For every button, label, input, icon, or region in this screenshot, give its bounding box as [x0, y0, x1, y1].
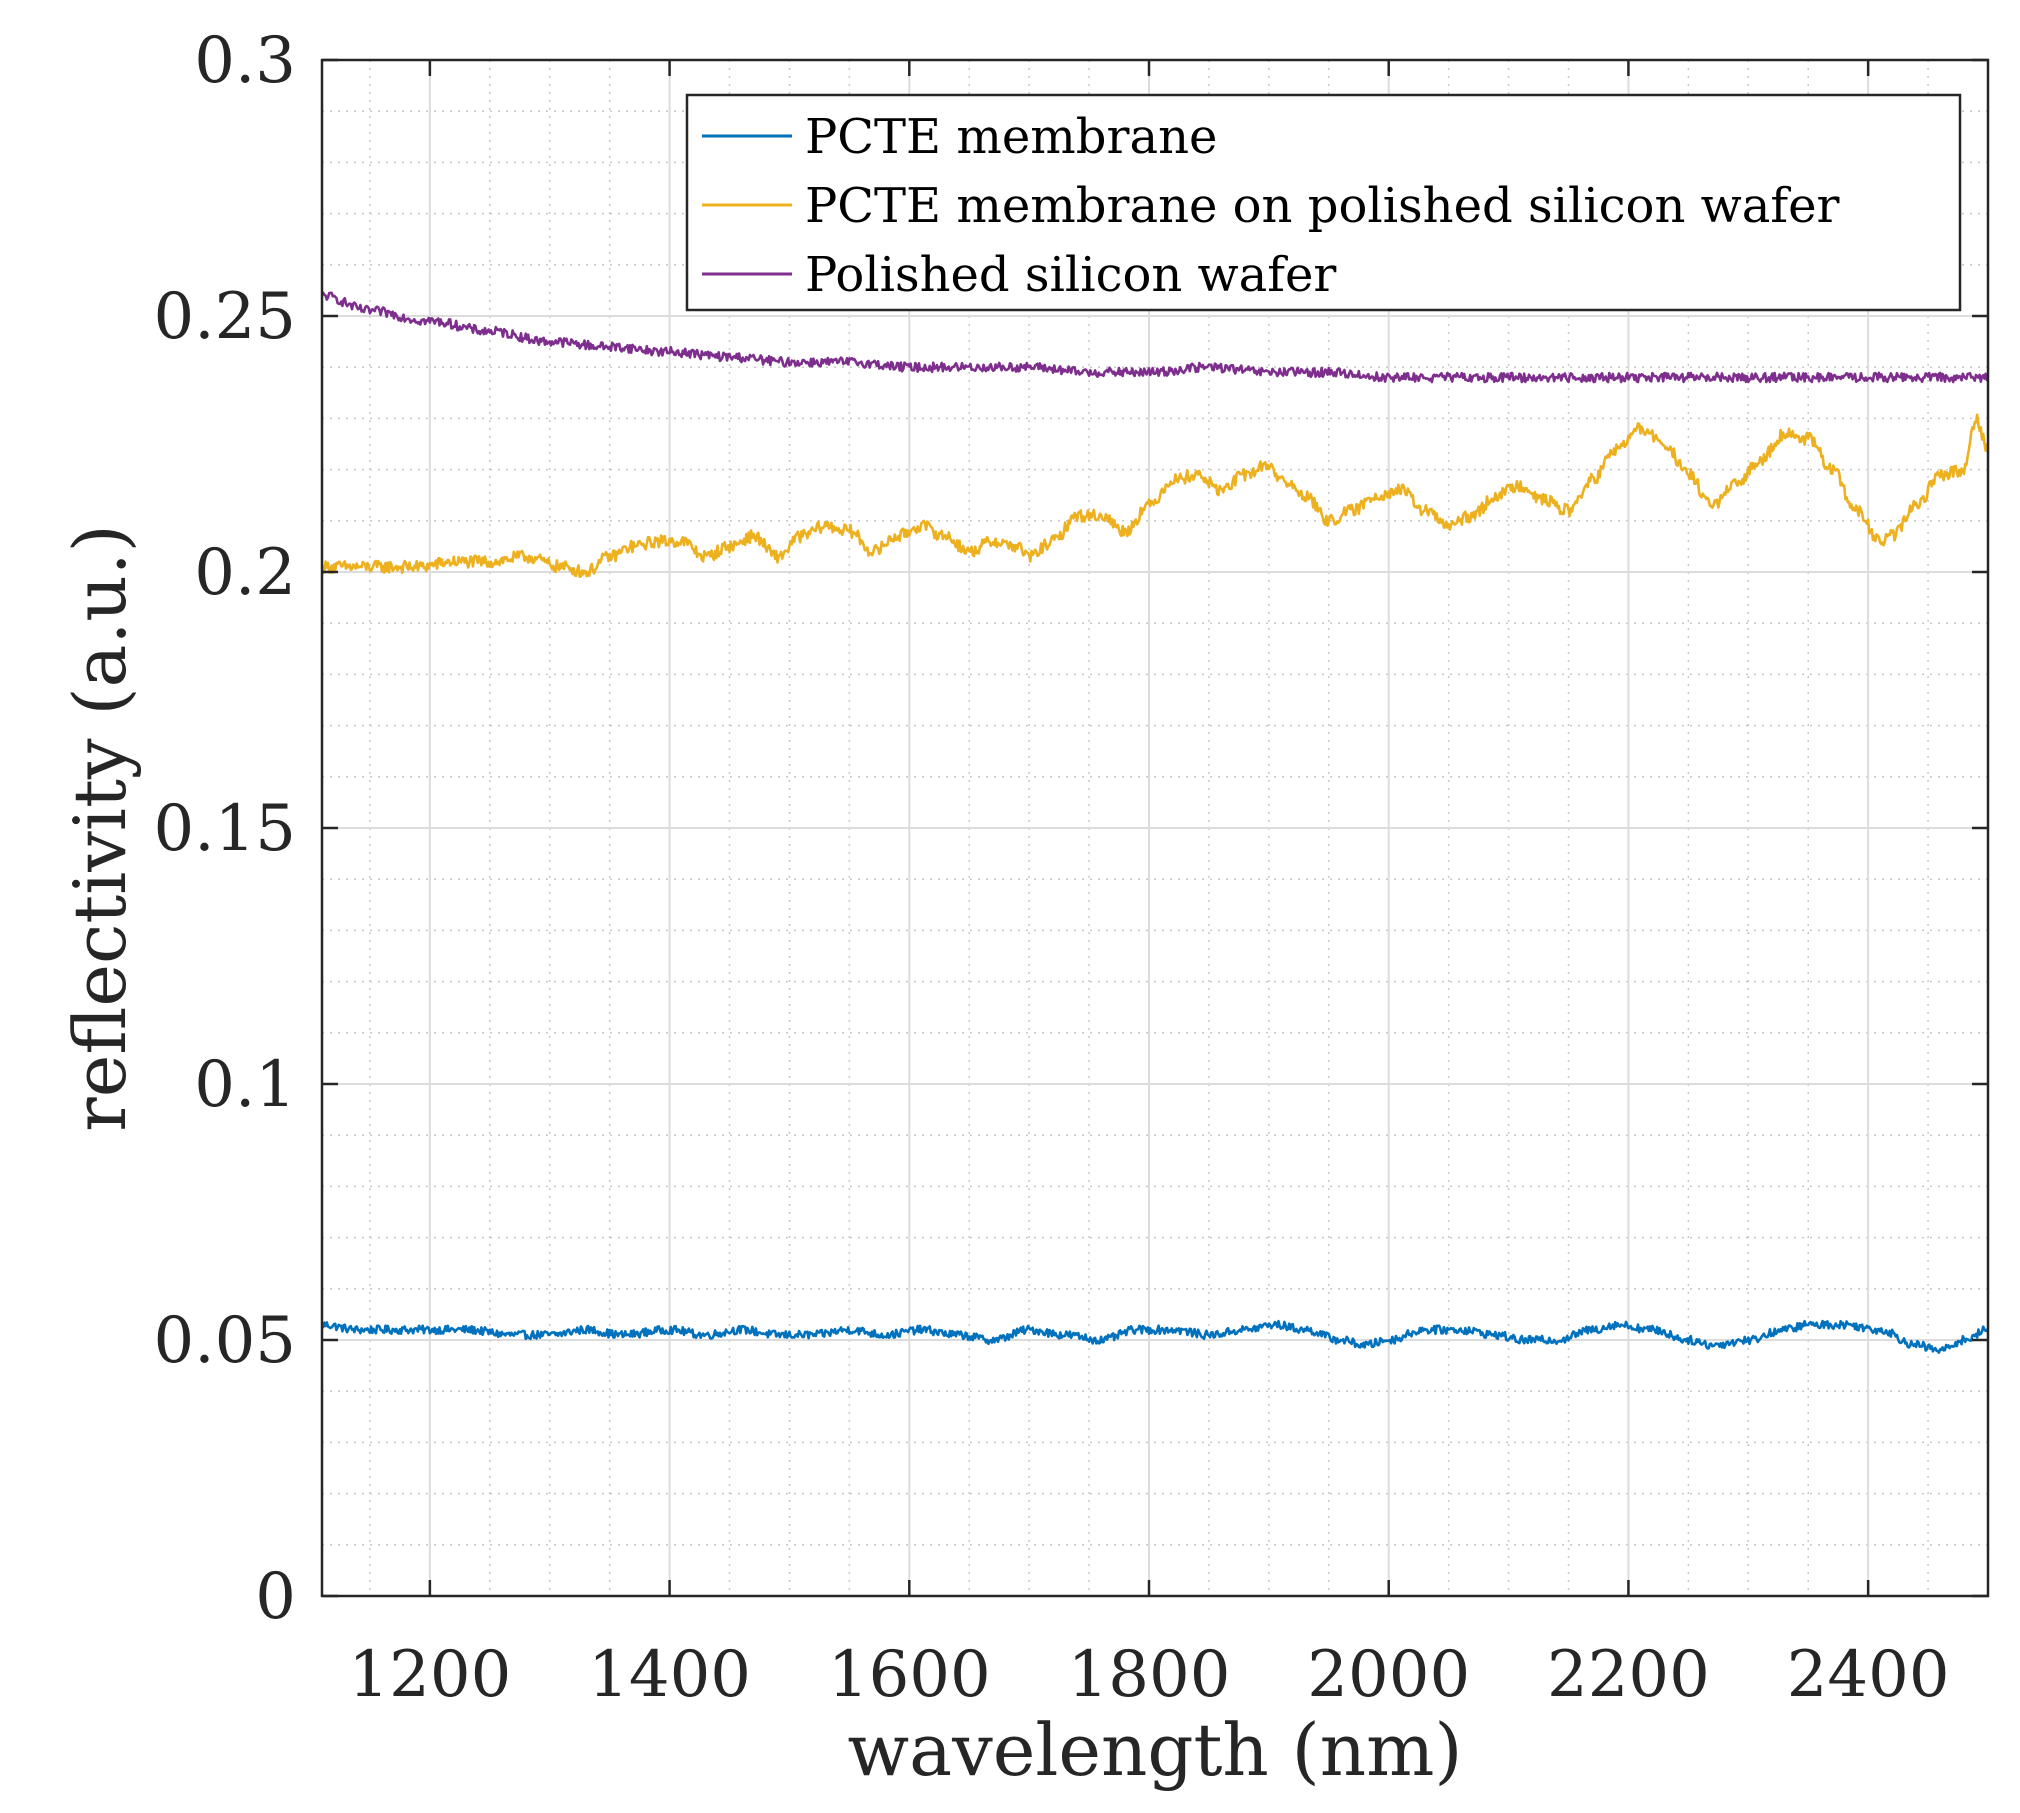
- legend-entry-1: PCTE membrane: [702, 109, 1217, 165]
- y-tick-label: 0.15: [154, 792, 297, 866]
- y-tick-label: 0.2: [194, 536, 296, 610]
- axis-ticks: [322, 58, 1988, 1598]
- y-tick-label: 0.1: [194, 1048, 296, 1122]
- legend: PCTE membrane PCTE membrane on polished …: [685, 93, 1962, 312]
- x-tick-label: 2400: [1787, 1638, 1950, 1712]
- series-line-2: [320, 413, 1990, 579]
- x-tick-label: 2200: [1547, 1638, 1710, 1712]
- legend-entry-2: PCTE membrane on polished silicon wafer: [702, 178, 1839, 234]
- legend-label-1: PCTE membrane: [805, 109, 1217, 165]
- x-tick-label: 1800: [1068, 1638, 1231, 1712]
- x-axis-title: wavelength (nm): [848, 1708, 1463, 1792]
- x-tick-label: 1600: [828, 1638, 991, 1712]
- series-line-1: [320, 1319, 1990, 1354]
- legend-box: [685, 93, 1962, 312]
- x-tick-label: 2000: [1307, 1638, 1470, 1712]
- y-tick-label: 0.25: [154, 280, 297, 354]
- legend-label-3: Polished silicon wafer: [805, 247, 1336, 303]
- series-lines: [320, 291, 1990, 1354]
- y-axis-title: reflectivity (a.u.): [58, 524, 142, 1131]
- x-tick-label: 1200: [348, 1638, 511, 1712]
- legend-entry-3: Polished silicon wafer: [702, 247, 1336, 303]
- x-tick-label: 1400: [588, 1638, 751, 1712]
- series-line-3: [321, 291, 1990, 384]
- y-tick-label: 0.3: [194, 24, 296, 98]
- legend-label-2: PCTE membrane on polished silicon wafer: [805, 178, 1839, 234]
- tick-labels: 1200 1400 1600 1800 2000 2200 2400 0 0.05 0.1 0.15…: [154, 24, 1950, 1712]
- y-tick-label: 0.05: [154, 1304, 297, 1378]
- y-tick-label: 0: [255, 1560, 296, 1634]
